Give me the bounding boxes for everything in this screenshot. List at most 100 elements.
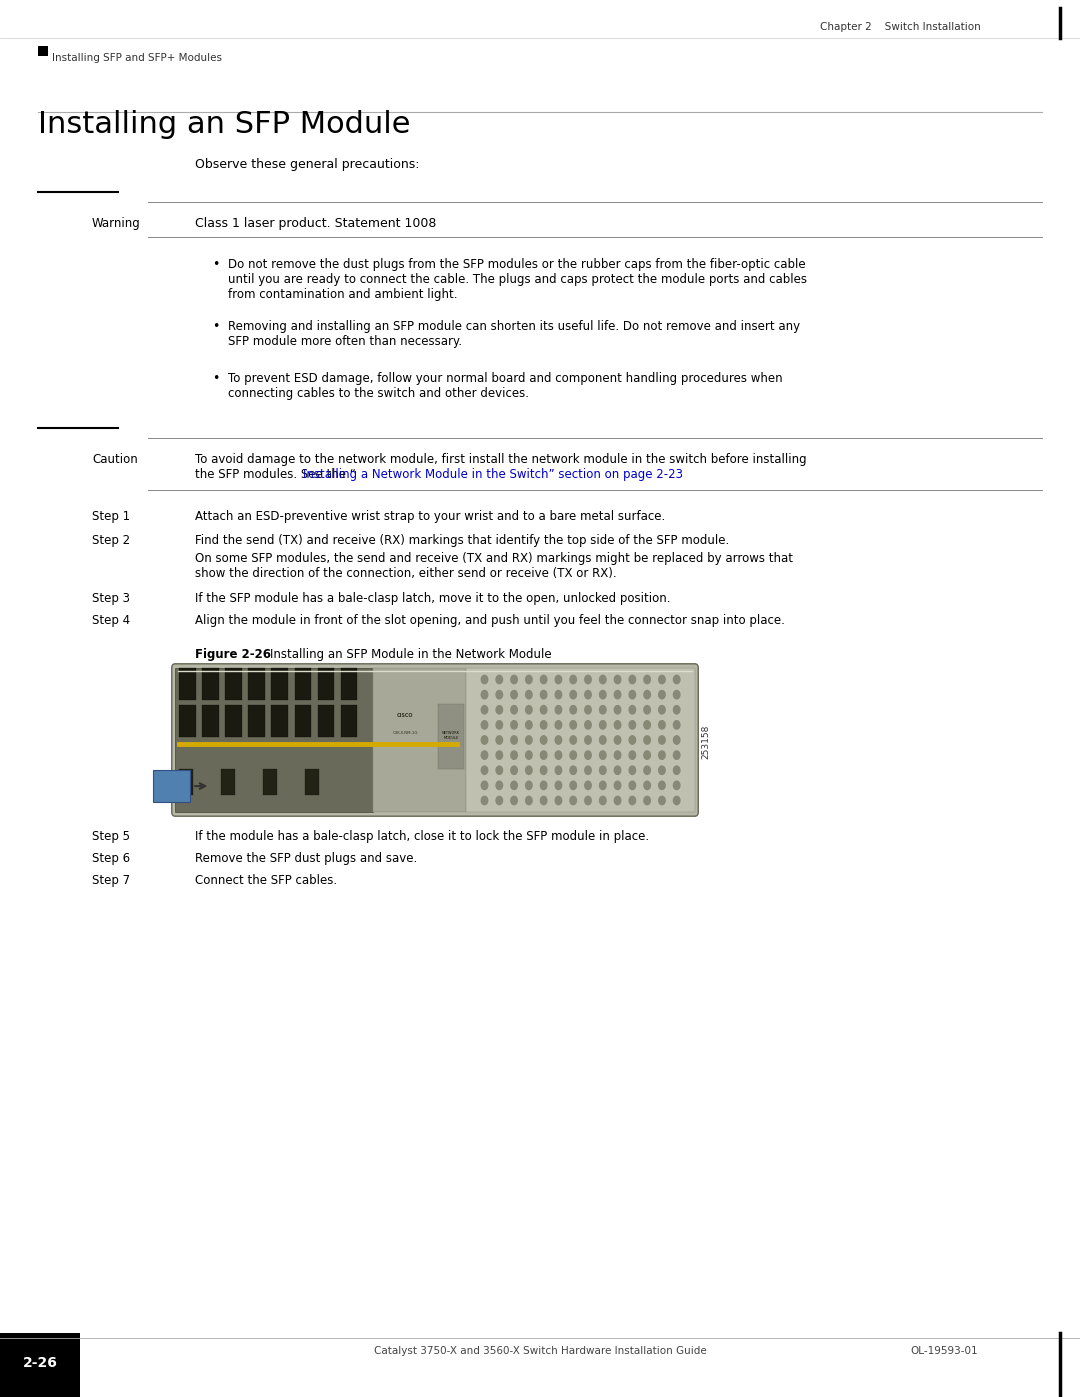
Text: Connect the SFP cables.: Connect the SFP cables. <box>195 875 337 887</box>
Circle shape <box>659 736 665 745</box>
Bar <box>295 705 311 738</box>
Circle shape <box>496 721 502 729</box>
Circle shape <box>570 752 577 760</box>
Circle shape <box>482 721 488 729</box>
Text: Installing a Network Module in the Switch” section on page 2-23: Installing a Network Module in the Switc… <box>302 468 683 481</box>
Circle shape <box>659 690 665 698</box>
Circle shape <box>511 736 517 745</box>
Circle shape <box>674 705 680 714</box>
Circle shape <box>555 781 562 789</box>
Circle shape <box>496 766 502 774</box>
Text: Caution: Caution <box>92 453 138 467</box>
Circle shape <box>659 705 665 714</box>
Circle shape <box>644 736 650 745</box>
Text: Installing an SFP Module in the Network Module: Installing an SFP Module in the Network … <box>270 648 552 661</box>
Circle shape <box>496 781 502 789</box>
Text: Align the module in front of the slot opening, and push until you feel the conne: Align the module in front of the slot op… <box>195 615 785 627</box>
Circle shape <box>599 690 606 698</box>
Text: To prevent ESD damage, follow your normal board and component handling procedure: To prevent ESD damage, follow your norma… <box>228 372 783 400</box>
Circle shape <box>482 766 488 774</box>
Circle shape <box>584 705 591 714</box>
Circle shape <box>555 796 562 805</box>
Circle shape <box>615 796 621 805</box>
Circle shape <box>615 752 621 760</box>
Circle shape <box>511 721 517 729</box>
Circle shape <box>615 675 621 683</box>
Circle shape <box>599 675 606 683</box>
Text: 2-26: 2-26 <box>23 1356 57 1370</box>
Circle shape <box>526 705 532 714</box>
Circle shape <box>584 752 591 760</box>
Circle shape <box>540 752 546 760</box>
Circle shape <box>482 705 488 714</box>
Bar <box>202 668 219 700</box>
Circle shape <box>540 766 546 774</box>
Circle shape <box>615 781 621 789</box>
Bar <box>318 705 335 738</box>
FancyBboxPatch shape <box>172 664 699 816</box>
Circle shape <box>482 781 488 789</box>
Circle shape <box>599 766 606 774</box>
Circle shape <box>584 766 591 774</box>
Circle shape <box>555 675 562 683</box>
Text: Installing an SFP Module: Installing an SFP Module <box>38 110 410 138</box>
Text: Step 1: Step 1 <box>92 510 130 522</box>
Circle shape <box>511 752 517 760</box>
Text: the SFP modules. See the “: the SFP modules. See the “ <box>195 468 356 481</box>
Circle shape <box>630 675 636 683</box>
Circle shape <box>630 736 636 745</box>
Circle shape <box>615 766 621 774</box>
Bar <box>175 668 373 812</box>
Circle shape <box>482 796 488 805</box>
Circle shape <box>526 766 532 774</box>
Circle shape <box>570 781 577 789</box>
Circle shape <box>644 690 650 698</box>
Circle shape <box>482 736 488 745</box>
Circle shape <box>526 721 532 729</box>
Circle shape <box>570 721 577 729</box>
Circle shape <box>615 690 621 698</box>
Bar <box>306 768 319 795</box>
Circle shape <box>511 781 517 789</box>
Text: Find the send (TX) and receive (RX) markings that identify the top side of the S: Find the send (TX) and receive (RX) mark… <box>195 534 729 548</box>
Circle shape <box>644 796 650 805</box>
Circle shape <box>674 736 680 745</box>
Bar <box>373 668 467 812</box>
Circle shape <box>630 690 636 698</box>
Circle shape <box>599 705 606 714</box>
Circle shape <box>659 781 665 789</box>
Circle shape <box>630 781 636 789</box>
Circle shape <box>599 721 606 729</box>
Circle shape <box>555 766 562 774</box>
Circle shape <box>540 796 546 805</box>
Text: Step 3: Step 3 <box>92 592 130 605</box>
Circle shape <box>496 705 502 714</box>
Circle shape <box>659 752 665 760</box>
Circle shape <box>496 796 502 805</box>
Bar <box>295 668 311 700</box>
Circle shape <box>496 736 502 745</box>
Circle shape <box>644 705 650 714</box>
Circle shape <box>674 796 680 805</box>
Circle shape <box>482 752 488 760</box>
Circle shape <box>674 766 680 774</box>
Circle shape <box>599 752 606 760</box>
Circle shape <box>659 766 665 774</box>
Circle shape <box>496 752 502 760</box>
Circle shape <box>511 766 517 774</box>
Circle shape <box>674 690 680 698</box>
Bar <box>38 46 48 56</box>
Circle shape <box>659 675 665 683</box>
Text: OL-19593-01: OL-19593-01 <box>910 1345 977 1356</box>
Circle shape <box>584 690 591 698</box>
Circle shape <box>511 705 517 714</box>
Circle shape <box>570 675 577 683</box>
Text: CISCO: CISCO <box>397 712 414 718</box>
Text: Class 1 laser product. Statement 1008: Class 1 laser product. Statement 1008 <box>195 217 436 231</box>
Circle shape <box>511 675 517 683</box>
Text: •: • <box>212 258 219 271</box>
Bar <box>153 770 190 802</box>
Circle shape <box>630 766 636 774</box>
Circle shape <box>599 781 606 789</box>
Text: If the module has a bale-clasp latch, close it to lock the SFP module in place.: If the module has a bale-clasp latch, cl… <box>195 830 649 842</box>
